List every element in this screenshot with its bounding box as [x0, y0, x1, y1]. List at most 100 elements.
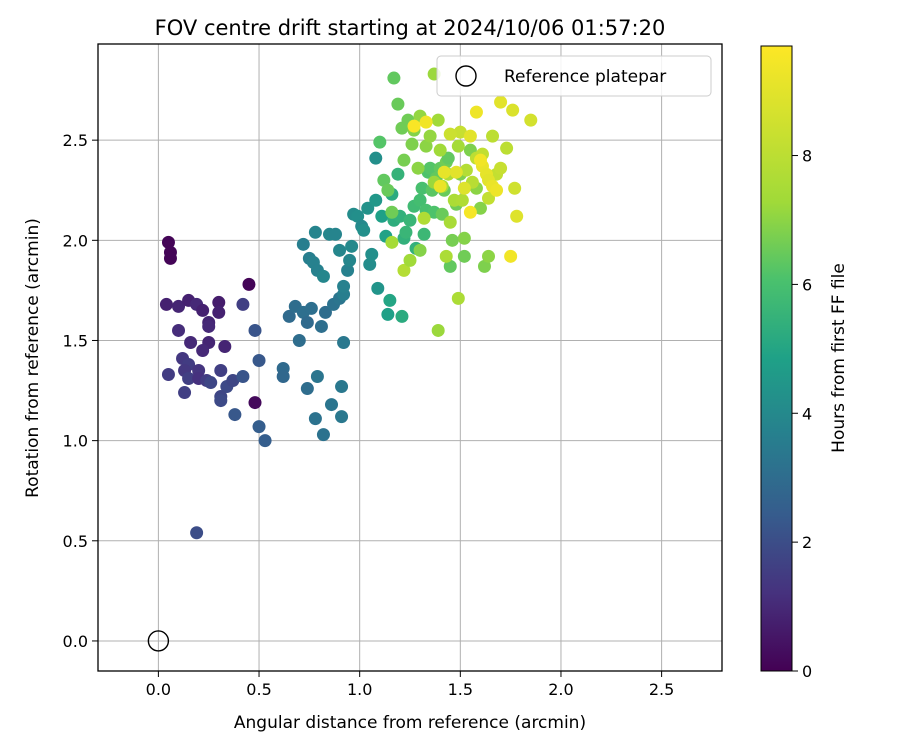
data-point: [310, 370, 324, 384]
data-point: [506, 103, 520, 117]
data-point: [433, 179, 447, 193]
data-point: [252, 354, 266, 368]
data-point: [335, 380, 349, 394]
x-tick-label: 2.5: [649, 680, 674, 699]
data-point: [341, 263, 355, 277]
data-point: [300, 315, 314, 329]
data-point: [443, 215, 457, 229]
y-tick-label: 2.5: [63, 131, 88, 150]
data-point: [383, 293, 397, 307]
data-point: [473, 201, 487, 215]
data-point: [423, 129, 437, 143]
data-point: [375, 209, 389, 223]
data-point: [369, 193, 383, 207]
data-point: [486, 129, 500, 143]
data-point: [437, 165, 451, 179]
colorbar-gradient: [760, 45, 793, 672]
legend: Reference platepar: [436, 55, 712, 97]
data-point: [161, 368, 175, 382]
data-point: [397, 263, 411, 277]
data-point: [482, 249, 496, 263]
data-point: [304, 301, 318, 315]
data-point: [161, 235, 175, 249]
x-tick-label: 0.5: [246, 680, 271, 699]
data-point: [190, 526, 204, 540]
colorbar-label: Hours from first FF file: [829, 263, 849, 453]
data-point: [457, 249, 471, 263]
data-point: [443, 127, 457, 141]
data-point: [212, 295, 226, 309]
data-point: [395, 309, 409, 323]
y-tick-label: 1.5: [63, 331, 88, 350]
x-axis-label: Angular distance from reference (arcmin): [234, 713, 586, 733]
data-point: [469, 105, 483, 119]
colorbar-tick-label: 2: [802, 533, 812, 552]
data-point: [445, 233, 459, 247]
data-point: [316, 428, 330, 442]
data-point: [371, 281, 385, 295]
data-point: [381, 183, 395, 197]
y-axis-label: Rotation from reference (arcmin): [23, 218, 43, 498]
y-tick-label: 0.5: [63, 532, 88, 551]
y-axis-ticks: 0.0 0.5 1.0 1.5 2.0 2.5: [63, 131, 98, 651]
legend-marker-icon: [455, 65, 477, 87]
data-point: [345, 239, 359, 253]
chart-title: FOV centre drift starting at 2024/10/06 …: [155, 16, 666, 40]
colorbar-ticks: 0 2 4 6 8: [792, 147, 812, 681]
data-point: [407, 119, 421, 133]
data-point: [419, 139, 433, 153]
data-point: [218, 339, 232, 353]
data-point: [490, 183, 504, 197]
data-point: [242, 277, 256, 291]
data-point: [214, 364, 228, 378]
data-point: [300, 382, 314, 396]
data-points: [159, 67, 538, 540]
data-point: [377, 173, 391, 187]
data-point: [314, 319, 328, 333]
data-point: [451, 139, 465, 153]
data-point: [236, 370, 250, 384]
data-point: [182, 372, 196, 386]
data-point: [212, 305, 226, 319]
data-point: [172, 299, 186, 313]
data-point: [184, 335, 198, 349]
data-point: [433, 143, 447, 157]
x-tick-label: 1.5: [448, 680, 473, 699]
data-point: [343, 253, 357, 267]
data-point: [228, 408, 242, 422]
data-point: [473, 153, 487, 167]
data-point: [373, 135, 387, 149]
data-point: [504, 249, 518, 263]
data-point: [248, 323, 262, 337]
data-point: [337, 279, 351, 293]
x-tick-label: 1.0: [347, 680, 372, 699]
data-point: [403, 213, 417, 227]
data-point: [457, 231, 471, 245]
data-point: [226, 374, 240, 388]
data-point: [318, 305, 332, 319]
grid-lines: [98, 44, 722, 671]
data-point: [335, 410, 349, 424]
data-point: [417, 227, 431, 241]
data-point: [282, 309, 296, 323]
data-point: [351, 209, 365, 223]
data-point: [202, 319, 216, 333]
data-point: [391, 167, 405, 181]
y-tick-label: 2.0: [63, 231, 88, 250]
data-point: [463, 205, 477, 219]
colorbar-tick-label: 6: [802, 275, 812, 294]
legend-entry-label: Reference platepar: [504, 67, 666, 87]
data-point: [172, 323, 186, 337]
data-point: [508, 181, 522, 195]
data-point: [453, 125, 467, 139]
data-point: [391, 97, 405, 111]
data-point: [449, 165, 463, 179]
data-point: [308, 225, 322, 239]
data-point: [399, 225, 413, 239]
colorbar-tick-label: 8: [802, 147, 812, 166]
data-point: [439, 249, 453, 263]
data-point: [510, 209, 524, 223]
colorbar: 0 2 4 6 8 Hours from first FF file: [760, 45, 849, 681]
data-point: [333, 243, 347, 257]
